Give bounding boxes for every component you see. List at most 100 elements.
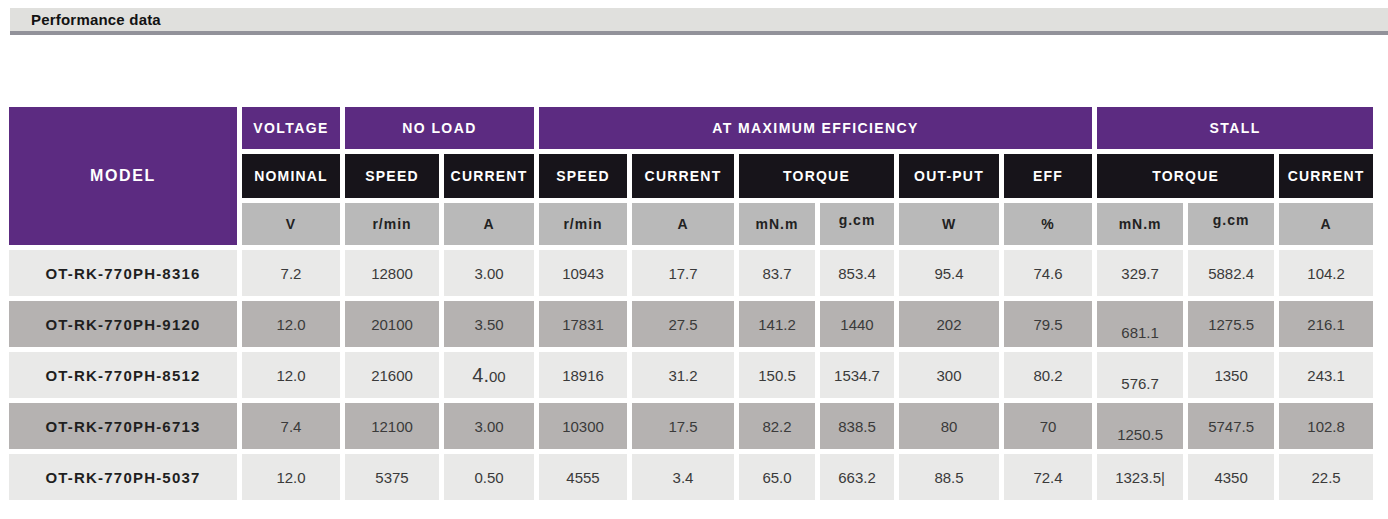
value-cell: 27.5 — [632, 301, 734, 347]
value-cell: 4555 — [539, 454, 627, 500]
value-cell: 1323.5| — [1097, 454, 1183, 500]
unit-cell: r/min — [539, 203, 627, 245]
value-cell: 10300 — [539, 403, 627, 449]
value-cell: 74.6 — [1004, 250, 1092, 296]
table-row: OT-RK-770PH-503712.053750.5045553.465.06… — [9, 454, 1373, 500]
value-cell: 82.2 — [739, 403, 815, 449]
value-cell: 216.1 — [1279, 301, 1373, 347]
subheader-noload-speed: SPEED — [345, 154, 439, 198]
unit-cell: W — [899, 203, 999, 245]
model-cell: OT-RK-770PH-6713 — [9, 403, 237, 449]
value-cell: 12.0 — [242, 454, 340, 500]
value-cell: 95.4 — [899, 250, 999, 296]
unit-cell: g.cm — [820, 203, 894, 245]
subheader-maxeff-torque: TORQUE — [739, 154, 894, 198]
model-cell: OT-RK-770PH-8316 — [9, 250, 237, 296]
value-cell: 22.5 — [1279, 454, 1373, 500]
value-cell: 4.00 — [444, 352, 534, 398]
model-cell: OT-RK-770PH-8512 — [9, 352, 237, 398]
value-cell: 243.1 — [1279, 352, 1373, 398]
value-cell: 5375 — [345, 454, 439, 500]
value-cell: 7.2 — [242, 250, 340, 296]
unit-cell: V — [242, 203, 340, 245]
value-cell: 31.2 — [632, 352, 734, 398]
value-cell: 17.7 — [632, 250, 734, 296]
value-cell: 65.0 — [739, 454, 815, 500]
value-cell: 83.7 — [739, 250, 815, 296]
value-cell: 3.00 — [444, 250, 534, 296]
table-row: OT-RK-770PH-83167.2128003.001094317.783.… — [9, 250, 1373, 296]
value-cell: 5747.5 — [1188, 403, 1274, 449]
value-cell: 17831 — [539, 301, 627, 347]
subheader-eff: EFF — [1004, 154, 1092, 198]
unit-cell: % — [1004, 203, 1092, 245]
value-cell: 663.2 — [820, 454, 894, 500]
value-cell: 1250.5 — [1097, 403, 1183, 449]
value-cell: 12100 — [345, 403, 439, 449]
model-cell: OT-RK-770PH-5037 — [9, 454, 237, 500]
value-cell: 681.1 — [1097, 301, 1183, 347]
value-cell: 1440 — [820, 301, 894, 347]
performance-table: MODEL VOLTAGE NO LOAD AT MAXIMUM EFFICIE… — [4, 102, 1378, 505]
group-stall: STALL — [1097, 107, 1373, 149]
value-cell: 838.5 — [820, 403, 894, 449]
unit-cell: A — [1279, 203, 1373, 245]
value-cell: 102.8 — [1279, 403, 1373, 449]
subheader-output: OUT-PUT — [899, 154, 999, 198]
value-cell: 3.50 — [444, 301, 534, 347]
section-title-bar: Performance data — [10, 8, 1388, 35]
value-cell: 5882.4 — [1188, 250, 1274, 296]
group-max-efficiency: AT MAXIMUM EFFICIENCY — [539, 107, 1092, 149]
value-cell: 12.0 — [242, 352, 340, 398]
group-no-load: NO LOAD — [345, 107, 534, 149]
unit-cell: mN.m — [739, 203, 815, 245]
subheader-noload-current: CURRENT — [444, 154, 534, 198]
model-cell: OT-RK-770PH-9120 — [9, 301, 237, 347]
value-cell: 80 — [899, 403, 999, 449]
value-cell: 3.4 — [632, 454, 734, 500]
value-cell: 1275.5 — [1188, 301, 1274, 347]
subheader-maxeff-speed: SPEED — [539, 154, 627, 198]
group-voltage: VOLTAGE — [242, 107, 340, 149]
value-cell: 141.2 — [739, 301, 815, 347]
value-cell: 79.5 — [1004, 301, 1092, 347]
subheader-stall-current: CURRENT — [1279, 154, 1373, 198]
unit-cell: A — [632, 203, 734, 245]
unit-cell: r/min — [345, 203, 439, 245]
value-cell: 20100 — [345, 301, 439, 347]
value-cell: 88.5 — [899, 454, 999, 500]
subheader-nominal: NOMINAL — [242, 154, 340, 198]
unit-cell: mN.m — [1097, 203, 1183, 245]
table-row: OT-RK-770PH-67137.4121003.001030017.582.… — [9, 403, 1373, 449]
value-cell: 150.5 — [739, 352, 815, 398]
value-cell: 1350 — [1188, 352, 1274, 398]
table-body: OT-RK-770PH-83167.2128003.001094317.783.… — [9, 250, 1373, 500]
value-cell: 80.2 — [1004, 352, 1092, 398]
value-cell: 10943 — [539, 250, 627, 296]
value-cell: 576.7 — [1097, 352, 1183, 398]
subheader-stall-torque: TORQUE — [1097, 154, 1274, 198]
value-cell: 21600 — [345, 352, 439, 398]
value-cell: 853.4 — [820, 250, 894, 296]
value-cell: 4350 — [1188, 454, 1274, 500]
value-cell: 329.7 — [1097, 250, 1183, 296]
subheader-maxeff-current: CURRENT — [632, 154, 734, 198]
value-cell: 3.00 — [444, 403, 534, 449]
value-cell: 72.4 — [1004, 454, 1092, 500]
header-group-row: MODEL VOLTAGE NO LOAD AT MAXIMUM EFFICIE… — [9, 107, 1373, 149]
value-cell: 18916 — [539, 352, 627, 398]
value-cell: 0.50 — [444, 454, 534, 500]
value-cell: 1534.7 — [820, 352, 894, 398]
value-cell: 104.2 — [1279, 250, 1373, 296]
value-cell: 70 — [1004, 403, 1092, 449]
value-cell: 202 — [899, 301, 999, 347]
value-cell: 7.4 — [242, 403, 340, 449]
value-cell: 12800 — [345, 250, 439, 296]
value-cell: 300 — [899, 352, 999, 398]
section-title: Performance data — [31, 11, 161, 28]
table-row: OT-RK-770PH-912012.0201003.501783127.514… — [9, 301, 1373, 347]
value-cell: 17.5 — [632, 403, 734, 449]
unit-cell: g.cm — [1188, 203, 1274, 245]
model-header-cell: MODEL — [9, 107, 237, 245]
table-row: OT-RK-770PH-851212.0216004.001891631.215… — [9, 352, 1373, 398]
